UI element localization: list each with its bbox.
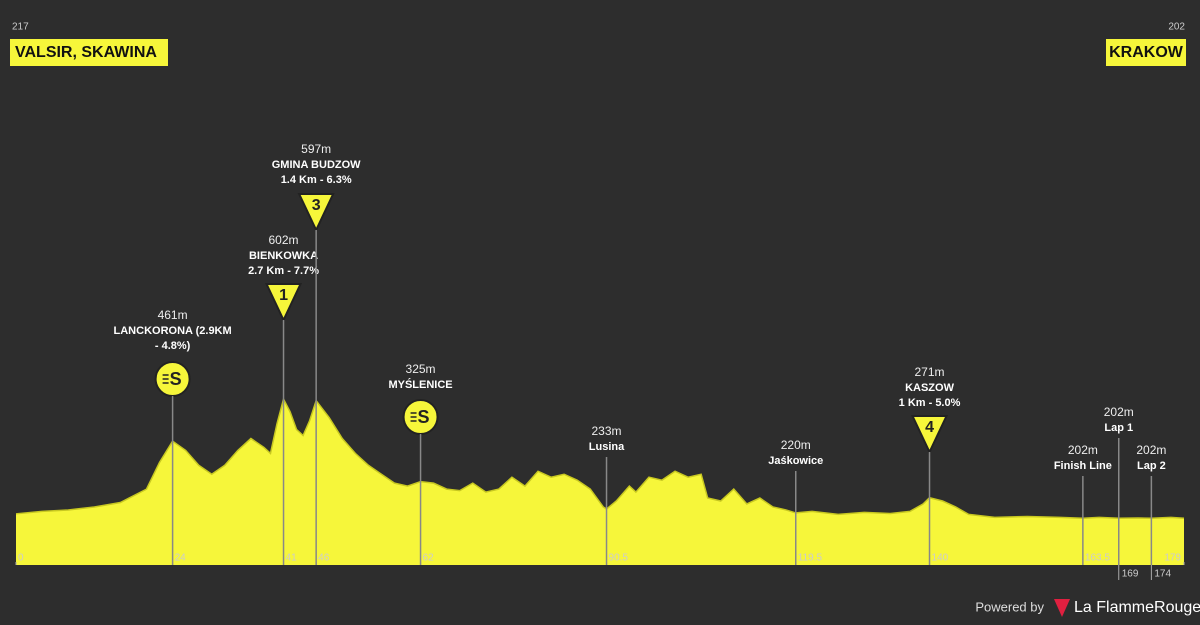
brand-logo	[1054, 599, 1070, 617]
icon-text: S	[170, 369, 182, 389]
marker-name: GMINA BUDZOW	[272, 159, 361, 171]
x-tick-label: 46	[318, 553, 330, 564]
marker-elevation: 220m	[781, 438, 811, 452]
start-name: VALSIR, SKAWINA	[15, 44, 157, 61]
x-tick-label: 169	[1122, 569, 1139, 580]
climb-icon	[910, 415, 949, 455]
marker-elevation: 602m	[269, 233, 299, 247]
start-box	[10, 39, 168, 66]
sprint-lines	[162, 374, 169, 384]
marker-detail: 2.7 Km - 7.7%	[248, 265, 319, 277]
profile-line	[15, 397, 1185, 520]
x-tick-label: 174	[1154, 569, 1171, 580]
icon-text: 3	[312, 197, 321, 214]
x-tick-label: 140	[932, 553, 949, 564]
icon-text: 4	[925, 419, 934, 436]
climb-icon	[264, 283, 303, 323]
powered-by: Powered by	[975, 599, 1044, 614]
x-tick-label: 0	[18, 553, 24, 564]
x-tick-label: 90.5	[609, 553, 629, 564]
brand: La FlammeRouge	[1074, 599, 1200, 616]
x-tick-label: 41	[286, 553, 298, 564]
marker-elevation: 202m	[1068, 443, 1098, 457]
x-tick-label: 163.5	[1085, 553, 1110, 564]
x-tick-label: 179	[1164, 553, 1181, 564]
start-elevation: 217	[12, 22, 29, 33]
marker-elevation: 202m	[1136, 443, 1166, 457]
marker-elevation: 597m	[301, 142, 331, 156]
icon-text: S	[418, 407, 430, 427]
marker-elevation: 461m	[158, 308, 188, 322]
marker-name: LANCKORONA (2.9KM	[114, 325, 232, 337]
marker-detail: - 4.8%)	[155, 340, 191, 352]
marker-name: KASZOW	[905, 382, 955, 394]
marker-elevation: 233m	[592, 424, 622, 438]
marker-name: Lusina	[589, 441, 625, 453]
marker-name: Jaśkowice	[768, 455, 823, 467]
icon-text: 1	[279, 287, 288, 304]
marker-name: Finish Line	[1054, 460, 1112, 472]
marker-name: BIENKOWKA	[249, 250, 318, 262]
marker-name: Lap 2	[1137, 460, 1166, 472]
x-tick-label: 24	[175, 553, 187, 564]
finish-box	[1106, 39, 1186, 66]
finish-elevation: 202	[1168, 22, 1185, 33]
x-tick-label: 119.5	[798, 553, 823, 564]
marker-name: MYŚLENICE	[388, 378, 452, 391]
marker-detail: 1.4 Km - 6.3%	[281, 174, 352, 186]
marker-name: Lap 1	[1104, 422, 1133, 434]
marker-elevation: 202m	[1104, 405, 1134, 419]
sprint-lines	[410, 412, 417, 422]
marker-elevation: 271m	[915, 365, 945, 379]
x-tick-label: 62	[423, 553, 435, 564]
profile-fill	[16, 399, 1184, 565]
finish-name: KRAKOW	[1109, 44, 1184, 61]
marker-detail: 1 Km - 5.0%	[899, 397, 961, 409]
climb-icon	[297, 193, 335, 233]
marker-elevation: 325m	[406, 362, 436, 376]
